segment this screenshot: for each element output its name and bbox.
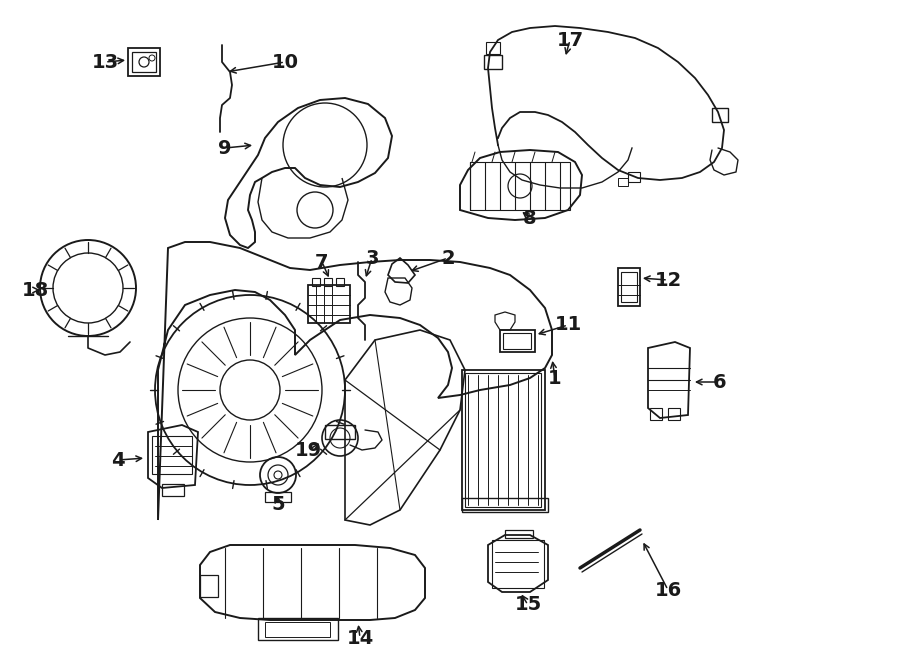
Text: 7: 7 <box>315 253 328 272</box>
Bar <box>200 575 218 597</box>
Bar <box>324 278 332 286</box>
Text: 8: 8 <box>523 208 536 227</box>
Bar <box>265 622 330 637</box>
Text: 3: 3 <box>365 249 379 268</box>
Text: 16: 16 <box>654 580 681 600</box>
Bar <box>503 333 531 349</box>
Bar <box>162 484 184 496</box>
Text: 12: 12 <box>654 270 681 290</box>
Text: 4: 4 <box>112 451 125 469</box>
Bar <box>308 285 350 323</box>
Bar <box>650 408 662 420</box>
Text: 17: 17 <box>556 30 583 50</box>
Text: 9: 9 <box>218 139 232 157</box>
Text: 11: 11 <box>554 315 581 334</box>
Bar <box>465 373 541 507</box>
Bar <box>325 425 355 439</box>
Bar <box>336 278 344 286</box>
Bar <box>628 172 640 182</box>
Bar <box>128 48 160 76</box>
Bar <box>505 530 533 538</box>
Text: 2: 2 <box>441 249 454 268</box>
Bar <box>500 330 535 352</box>
Text: 1: 1 <box>548 368 562 387</box>
Bar <box>621 272 637 302</box>
Bar <box>312 278 320 286</box>
Text: 19: 19 <box>294 440 321 459</box>
Text: 5: 5 <box>271 496 284 514</box>
Bar <box>618 268 640 306</box>
Bar <box>486 42 500 54</box>
Text: 18: 18 <box>22 280 49 299</box>
Bar <box>265 492 291 502</box>
Bar <box>492 540 544 588</box>
Bar <box>152 436 192 474</box>
Bar <box>618 178 628 186</box>
Bar <box>258 618 338 640</box>
Text: 13: 13 <box>92 52 119 71</box>
Text: 6: 6 <box>713 373 727 391</box>
Text: 14: 14 <box>346 629 374 648</box>
Bar <box>470 162 570 210</box>
Bar <box>668 408 680 420</box>
Bar <box>132 52 156 72</box>
Bar <box>712 108 728 122</box>
Text: 10: 10 <box>272 52 299 71</box>
Text: 15: 15 <box>515 596 542 615</box>
Bar <box>484 55 502 69</box>
